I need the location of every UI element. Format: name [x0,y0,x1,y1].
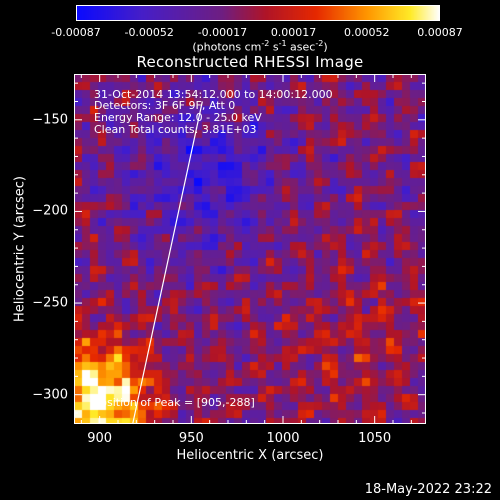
time-range-text: 31-Oct-2014 13:54:12.000 to 14:00:12.000 [94,88,333,101]
energy-range-text: Energy Range: 12.0 - 25.0 keV [94,111,262,124]
y-tick-label: −150 [32,112,68,128]
solar-limb-line [132,101,203,425]
colorbar-tick-label: -0.00052 [124,26,174,39]
x-tick-label: 1050 [358,431,392,446]
detectors-text: Detectors: 3F 6F 9F, Att 0 [94,99,236,112]
x-axis-label: Heliocentric X (arcsec) [176,448,324,463]
y-tick-label: −200 [32,203,68,219]
peak-position-text: Position of Peak = [905,-288] [94,396,255,409]
colorbar-tick-label: 0.00017 [270,26,317,39]
x-tick-label: 950 [178,431,204,446]
colorbar-tick-label: 0.00087 [417,26,463,39]
y-axis-label: Heliocentric Y (arcsec) [12,176,28,322]
y-tick-label: −300 [32,387,68,403]
plot-frame [74,74,426,424]
footer-timestamp: 18-May-2022 23:22 [364,482,492,497]
x-tick-label: 900 [87,431,113,446]
y-tick-label: −250 [32,295,68,311]
colorbar-units: (photons cm-2 s-1 asec-2) [192,39,328,54]
x-tick-label: 1000 [266,431,300,446]
clean-counts-text: Clean Total counts: 3.81E+03 [94,123,257,136]
chart-title: Reconstructed RHESSI Image [136,53,364,71]
colorbar-tick-label: 0.00052 [344,26,390,39]
colorbar [76,5,440,21]
heatmap-image [74,74,426,424]
colorbar-tick-label: -0.00087 [51,26,101,39]
colorbar-tick-label: -0.00017 [197,26,248,39]
colorbar-frame [76,5,440,21]
